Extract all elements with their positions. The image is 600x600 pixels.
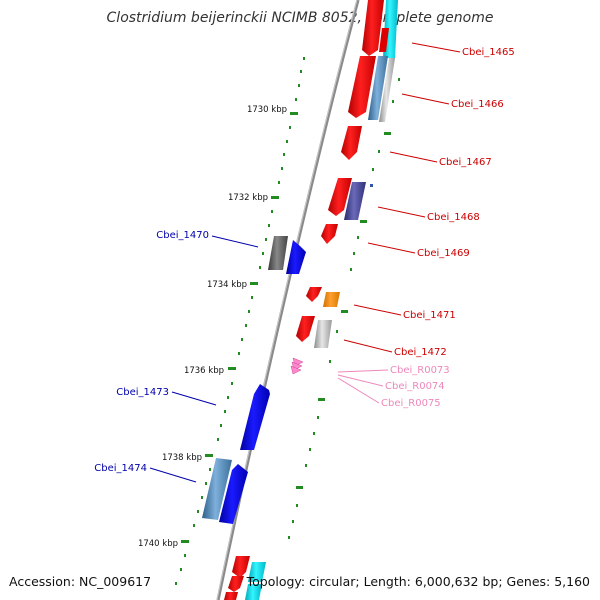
gene-cbei-1474-reverse[interactable]	[219, 464, 248, 524]
gene-label-cbei-1474[interactable]: Cbei_1474	[94, 463, 147, 474]
gene-cbei-1472-forward[interactable]	[296, 316, 315, 342]
gene-label-cbei-1465[interactable]: Cbei_1465	[462, 47, 515, 58]
scale-ticks-outer	[288, 78, 400, 539]
gene-cbei-1471-orange[interactable]	[323, 292, 340, 307]
gene-label-cbei-1468[interactable]: Cbei_1468	[427, 212, 480, 223]
scale-label: 1734 kbp	[207, 280, 247, 290]
gene-bottom-red-2[interactable]	[228, 576, 244, 592]
gene-slate-feature[interactable]	[344, 182, 366, 220]
scale-label: 1736 kbp	[184, 366, 224, 376]
scale-label: 1738 kbp	[162, 453, 202, 463]
gene-steel-feature[interactable]	[368, 56, 388, 120]
topology-summary: Topology: circular; Length: 6,000,632 bp…	[246, 574, 590, 589]
gene-silver-feature[interactable]	[379, 58, 395, 122]
gene-label-cbei-1471[interactable]: Cbei_1471	[403, 310, 456, 321]
gene-label-cbei-1467[interactable]: Cbei_1467	[439, 157, 492, 168]
gene-label-cbei-1469[interactable]: Cbei_1469	[417, 248, 470, 259]
gene-cbei-1465-forward[interactable]	[362, 0, 384, 56]
scale-ticks-inner	[175, 57, 305, 585]
gene-label-cbei-1470[interactable]: Cbei_1470	[156, 230, 209, 241]
accession-text: Accession: NC_009617	[9, 574, 151, 589]
scale-label: 1740 kbp	[138, 539, 178, 549]
gene-cbei-1469-forward[interactable]	[321, 224, 338, 244]
gene-cbei-1467-forward[interactable]	[341, 126, 362, 160]
gene-bottom-red-3[interactable]	[224, 592, 238, 600]
gene-bottom-cyan-1[interactable]	[248, 562, 266, 582]
gene-bottom-red-1[interactable]	[232, 556, 250, 578]
gene-cbei-1470-reverse[interactable]	[286, 240, 306, 274]
gene-cbei-1468-forward[interactable]	[328, 178, 352, 216]
scale-label: 1730 kbp	[247, 105, 287, 115]
callout-lines-blue	[149, 235, 259, 483]
gene-red-small[interactable]	[306, 287, 322, 302]
gene-cbei-1470-gray[interactable]	[268, 236, 288, 270]
gene-silver-feature-2[interactable]	[314, 320, 332, 348]
gene-label-cbei-1472[interactable]: Cbei_1472	[394, 347, 447, 358]
genome-backbone	[216, 0, 360, 600]
rna-features[interactable]	[290, 357, 304, 375]
gene-bottom-cyan-2[interactable]	[245, 584, 262, 600]
gene-label-cbei-1473[interactable]: Cbei_1473	[116, 387, 169, 398]
gene-cbei-1473-reverse[interactable]	[240, 384, 270, 450]
gene-small-marker	[370, 184, 373, 187]
gene-cbei-1474-steel[interactable]	[202, 458, 232, 520]
callout-lines-pink	[337, 369, 389, 404]
map-title: Clostridium beijerinckii NCIMB 8052, com…	[107, 10, 494, 26]
scale-label: 1732 kbp	[228, 193, 268, 203]
gene-label-cbei-r0074[interactable]: Cbei_R0074	[385, 381, 445, 392]
gene-label-cbei-1466[interactable]: Cbei_1466	[451, 99, 504, 110]
gene-cbei-1466-forward[interactable]	[348, 56, 376, 118]
callout-lines-red	[343, 42, 461, 353]
gene-small-red[interactable]	[379, 28, 389, 52]
gene-label-cbei-r0073[interactable]: Cbei_R0073	[390, 365, 450, 376]
gene-label-cbei-r0075[interactable]: Cbei_R0075	[381, 398, 441, 409]
